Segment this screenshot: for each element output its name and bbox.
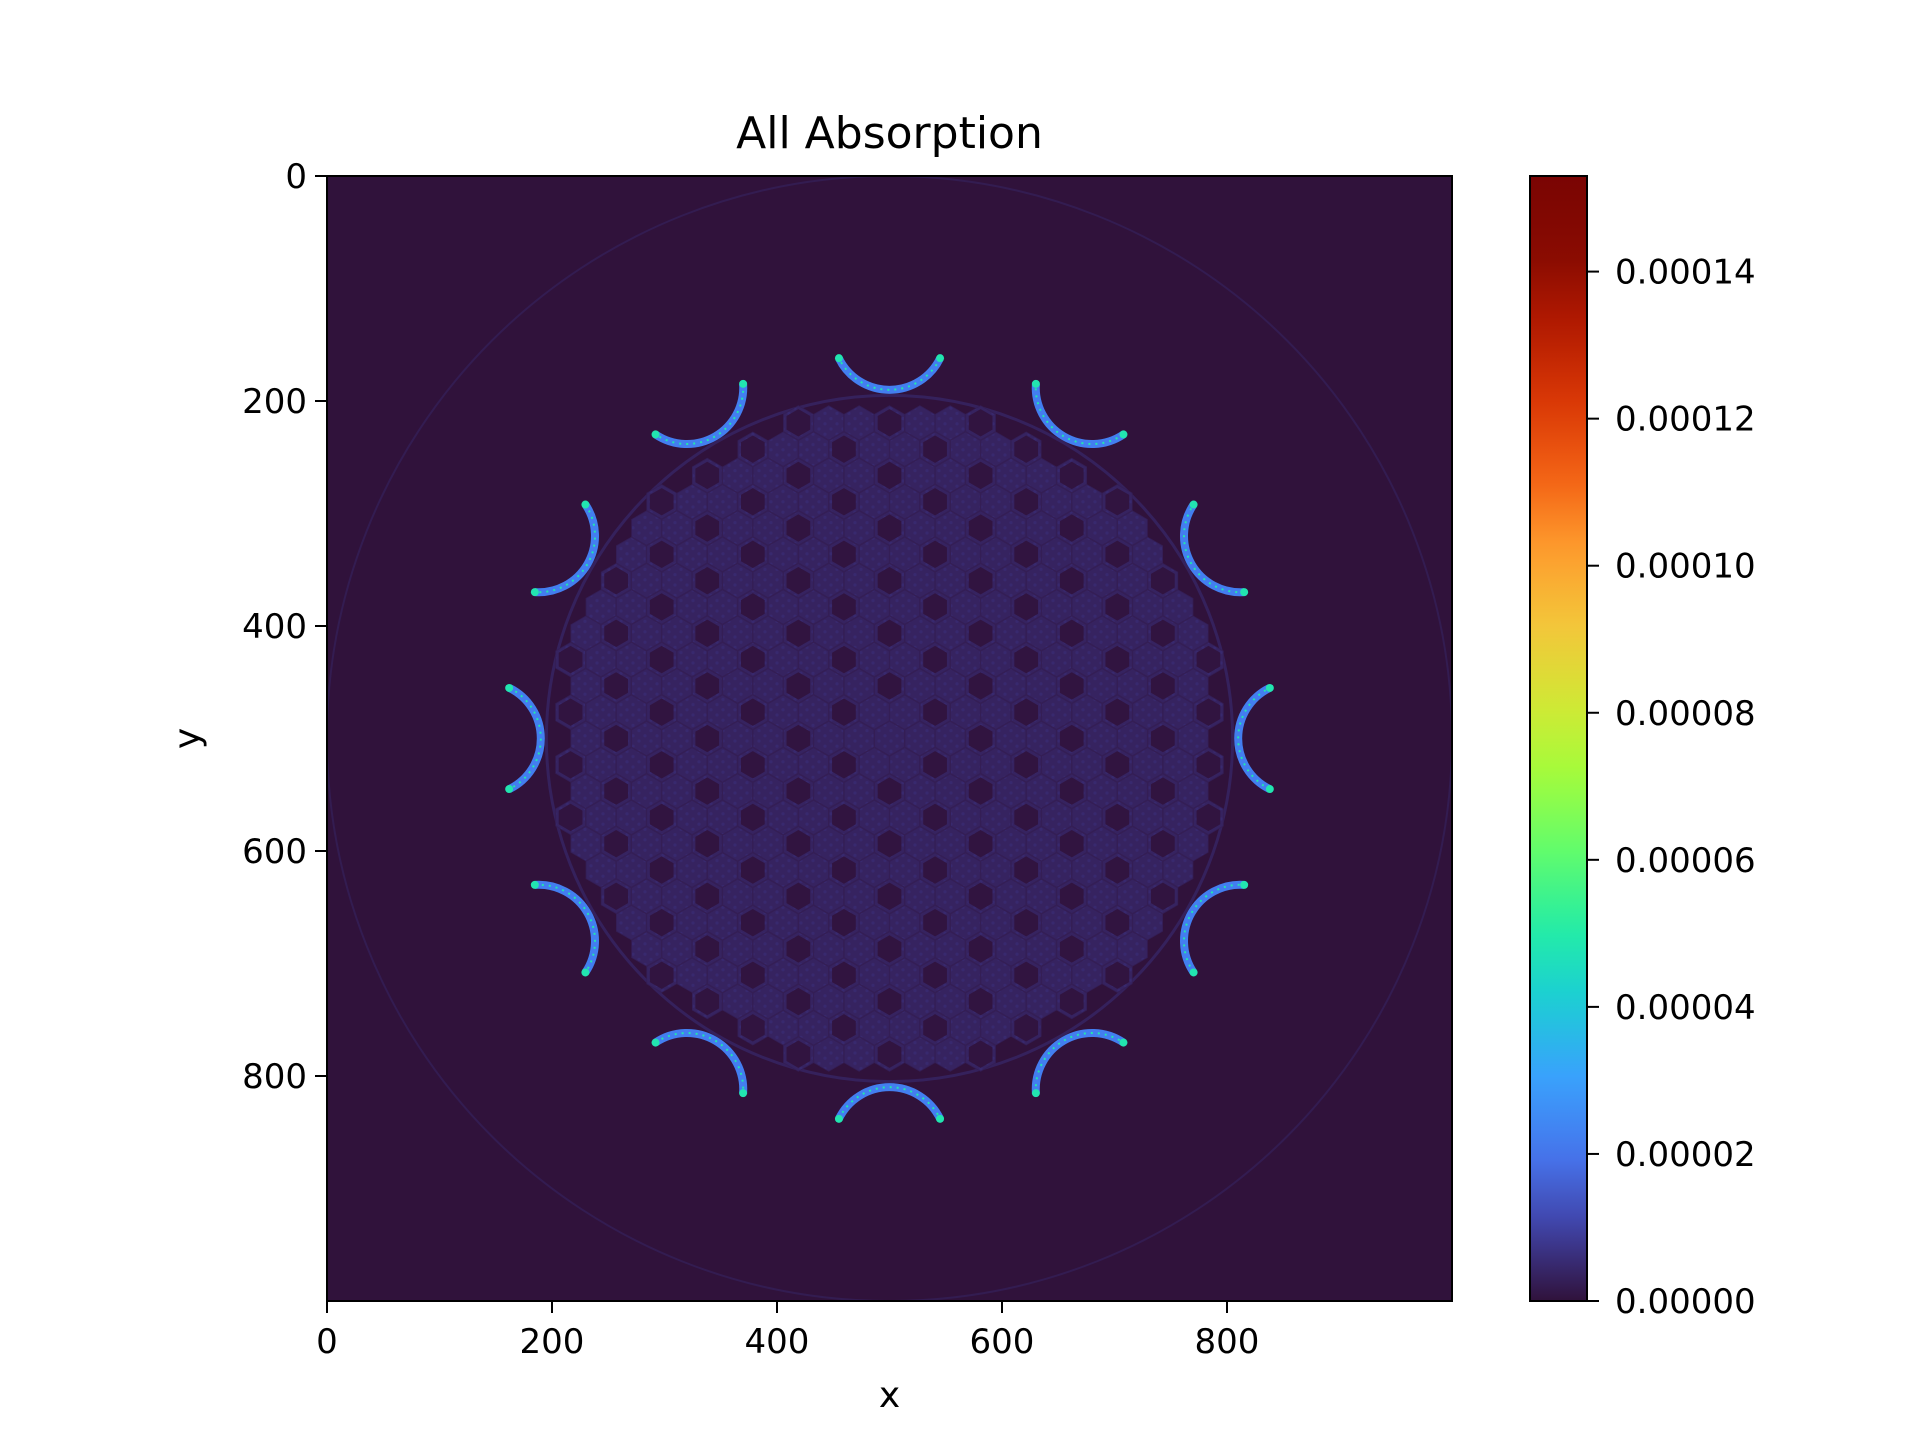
y-tick-label: 600 (242, 832, 307, 872)
control-arc (835, 1083, 944, 1121)
y-tick-label: 0 (285, 157, 307, 197)
control-arcs (505, 354, 1274, 1123)
colorbar-tick-label: 0.00010 (1615, 547, 1756, 587)
control-arc (1031, 383, 1126, 448)
control-arc-end (1189, 500, 1198, 509)
control-arc-end (739, 1089, 748, 1098)
x-axis-label: x (879, 1375, 900, 1416)
control-arc (1031, 1029, 1126, 1094)
core-holes (558, 409, 1221, 1068)
control-arc-end (505, 785, 514, 794)
plot-frame (326, 175, 1453, 1302)
y-tick-label: 800 (242, 1057, 307, 1097)
control-arc-end (651, 430, 660, 439)
control-arc (835, 356, 944, 394)
colorbar-tick-label: 0.00002 (1615, 1135, 1756, 1175)
control-arc-end (936, 354, 945, 363)
colorbar-tick-label: 0.00012 (1615, 400, 1756, 440)
control-arc-end (1240, 880, 1249, 889)
x-tick-label: 800 (1195, 1322, 1260, 1362)
y-axis: 0 200 400 600 800 (242, 157, 327, 1097)
control-arc-end (581, 968, 590, 977)
colorbar-ticks: 0.00000 0.00002 0.00004 0.00006 0.00008 0.000… (1587, 253, 1756, 1322)
control-arc-end (936, 1114, 945, 1123)
x-axis: 0 200 400 600 800 (316, 1301, 1259, 1362)
control-arc-end (530, 588, 539, 597)
x-tick-label: 400 (745, 1322, 810, 1362)
control-arc-end (505, 683, 514, 692)
colorbar-tick-label: 0.00004 (1615, 988, 1756, 1028)
control-arc (1234, 684, 1272, 793)
control-arc-end (1240, 588, 1249, 597)
vessel-ring (544, 393, 1235, 1084)
core-lattice (555, 405, 1224, 1072)
colorbar-tick-label: 0.00008 (1615, 694, 1756, 734)
colorbar: 0.00000 0.00002 0.00004 0.00006 0.00008 0.000… (1529, 175, 1756, 1322)
heatmap-layer (327, 176, 1452, 1301)
control-arc-end (1189, 968, 1198, 977)
x-tick-label: 200 (520, 1322, 585, 1362)
colorbar-tick-label: 0.00006 (1615, 841, 1756, 881)
control-arc-end (834, 354, 843, 363)
x-tick-label: 600 (970, 1322, 1035, 1362)
y-tick-label: 200 (242, 382, 307, 422)
control-arc (534, 880, 599, 975)
control-arc (653, 383, 748, 448)
control-arc (534, 502, 599, 597)
colorbar-gradient (1529, 175, 1588, 1302)
control-arc-end (1031, 1089, 1040, 1098)
control-arc-end (1119, 1038, 1128, 1047)
x-tick-label: 0 (316, 1322, 338, 1362)
control-arc (507, 684, 545, 793)
plot-area (326, 175, 1453, 1302)
control-arc-end (1265, 785, 1274, 794)
control-arc-end (530, 880, 539, 889)
control-arc (1180, 880, 1245, 975)
colorbar-tick-label: 0.00014 (1615, 253, 1756, 293)
y-axis-label: y (167, 728, 208, 749)
control-arc (653, 1029, 748, 1094)
control-arc-end (1265, 683, 1274, 692)
control-arc-end (739, 379, 748, 388)
control-arc-end (1031, 379, 1040, 388)
control-arc (1180, 502, 1245, 597)
y-tick-label: 400 (242, 607, 307, 647)
control-arc-end (834, 1114, 843, 1123)
control-arc-end (651, 1038, 660, 1047)
control-arc-end (581, 500, 590, 509)
control-arc-end (1119, 430, 1128, 439)
chart-title: All Absorption (736, 108, 1043, 159)
colorbar-tick-label: 0.00000 (1615, 1282, 1756, 1322)
